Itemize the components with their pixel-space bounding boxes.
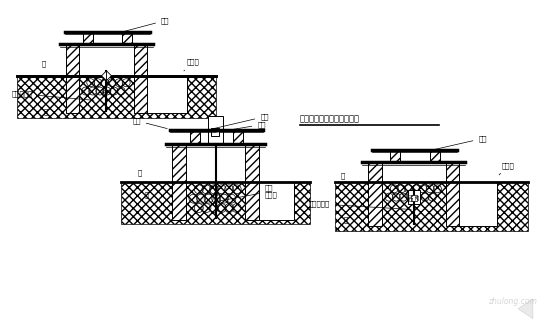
Text: 检修材: 检修材 (499, 162, 515, 175)
Bar (234, 130, 243, 144)
Bar (459, 182, 497, 226)
Bar (83, 32, 92, 44)
Bar (17, 76, 216, 118)
Polygon shape (106, 71, 111, 81)
Text: DN
25: DN 25 (409, 193, 420, 201)
Bar (259, 182, 294, 219)
Text: 柱: 柱 (340, 172, 345, 179)
Bar (245, 144, 259, 182)
Bar (79, 44, 134, 76)
Bar (122, 182, 310, 224)
Polygon shape (518, 299, 533, 319)
Text: DN25: DN25 (214, 185, 219, 201)
Text: 机柱: 机柱 (212, 121, 265, 133)
Bar (134, 44, 147, 76)
Text: 柱: 柱 (42, 61, 46, 67)
Bar (186, 144, 245, 182)
Text: 泥: 泥 (343, 216, 348, 223)
Text: 检修材: 检修材 (184, 59, 199, 71)
Bar (408, 190, 420, 204)
Text: 盖板: 盖板 (435, 135, 487, 149)
Bar (66, 44, 79, 76)
Bar (211, 128, 218, 136)
Bar (368, 162, 382, 182)
Bar (208, 116, 223, 144)
Bar (172, 144, 186, 182)
Bar (245, 182, 259, 219)
Text: 别树: 别树 (213, 114, 269, 129)
Bar (147, 76, 187, 114)
Bar (66, 76, 79, 114)
Text: 盖板: 盖板 (124, 17, 170, 31)
Bar (368, 182, 382, 226)
Text: 集水调节池灌溉水井示意图: 集水调节池灌溉水井示意图 (300, 115, 360, 123)
Text: 泥: 泥 (144, 192, 148, 198)
Bar (446, 182, 459, 226)
Bar (134, 76, 147, 114)
Bar (334, 182, 528, 231)
Text: zhulong.com: zhulong.com (488, 297, 537, 306)
Text: 砾石过滤层: 砾石过滤层 (309, 201, 411, 210)
Text: 砾石
过滤层: 砾石 过滤层 (218, 184, 278, 201)
Bar (411, 195, 417, 201)
Bar (172, 182, 186, 219)
Bar (390, 150, 400, 162)
Bar (122, 32, 132, 44)
Text: 砾石过滤层: 砾石过滤层 (11, 91, 94, 100)
Bar (190, 130, 200, 144)
Text: 机柱: 机柱 (132, 117, 167, 129)
Polygon shape (101, 71, 106, 81)
Text: 泵: 泵 (137, 169, 142, 176)
Text: 泥: 泥 (44, 109, 48, 115)
Bar (430, 150, 440, 162)
Bar (382, 162, 446, 182)
Bar (446, 162, 459, 182)
Text: DN
25: DN 25 (102, 87, 113, 95)
